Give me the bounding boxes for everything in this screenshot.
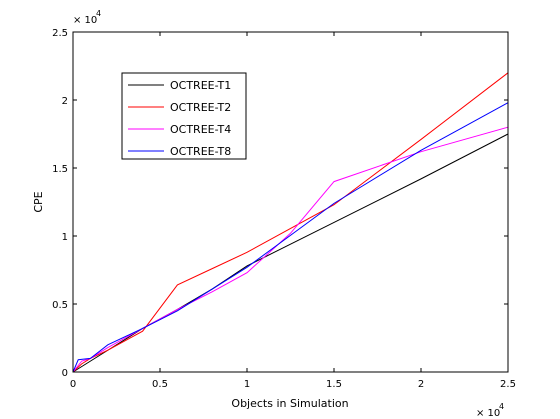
series-line-octree-t8 [72, 102, 509, 373]
y-tick-label: 2.5 [52, 28, 68, 39]
x-tick-label: 2.5 [500, 379, 516, 390]
legend-label: OCTREE-T2 [170, 101, 231, 114]
y-tick-label: 1 [62, 232, 68, 243]
legend-label: OCTREE-T1 [170, 79, 231, 92]
x-tick-label: 0.5 [152, 379, 168, 390]
y-tick-label: 0 [62, 368, 68, 379]
tick-layer: 0 0.5 1 1.5 2 2.5 0 0.5 1 1.5 2 2.5 [52, 28, 516, 390]
legend: OCTREE-T1 OCTREE-T2 OCTREE-T4 OCTREE-T8 [121, 72, 247, 160]
x-tick-label: 1 [244, 379, 250, 390]
x-tick-label: 2 [418, 379, 424, 390]
y-axis-label: CPE [32, 191, 45, 212]
x-axis-label: Objects in Simulation [231, 397, 348, 410]
y-tick-label: 0.5 [52, 300, 68, 311]
x-tick-label: 0 [70, 379, 76, 390]
x-axis-exponent: × 10 4 [476, 402, 504, 419]
y-tick-label: 2 [62, 96, 68, 107]
legend-label: OCTREE-T8 [170, 145, 231, 158]
y-exponent-power: 4 [96, 9, 101, 18]
series-line-octree-t2 [72, 72, 509, 373]
legend-box [121, 72, 247, 160]
axes-box [72, 31, 509, 373]
y-tick-label: 1.5 [52, 164, 68, 175]
x-exponent-base: × 10 [476, 408, 500, 419]
legend-label: OCTREE-T4 [170, 123, 231, 136]
y-exponent-base: × 10 [73, 15, 97, 26]
legend-entries: OCTREE-T1 OCTREE-T2 OCTREE-T4 OCTREE-T8 [128, 79, 231, 158]
x-exponent-power: 4 [499, 402, 504, 411]
x-tick-label: 1.5 [326, 379, 342, 390]
series-layer [72, 72, 509, 373]
y-axis-exponent: × 10 4 [73, 9, 101, 26]
